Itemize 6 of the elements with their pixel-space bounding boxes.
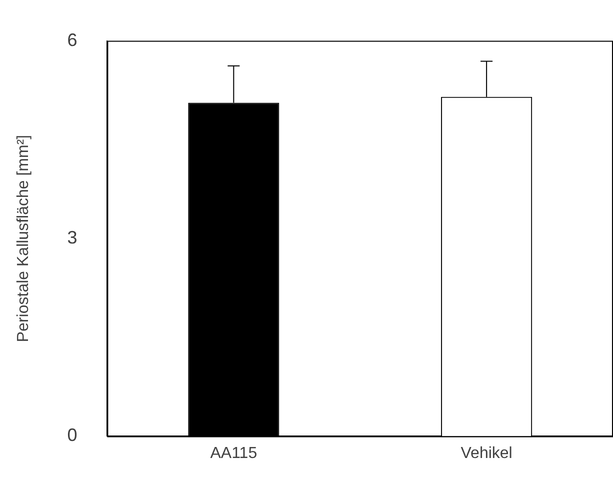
- y-tick-label: 0: [67, 425, 78, 446]
- x-tick-label: AA115: [210, 445, 258, 462]
- y-axis-title: Periostale Kallusfläche [mm²]: [15, 134, 32, 342]
- y-tick-label: 3: [67, 227, 78, 248]
- x-tick-label: Vehikel: [460, 445, 512, 462]
- y-tick-label: 6: [67, 30, 78, 50]
